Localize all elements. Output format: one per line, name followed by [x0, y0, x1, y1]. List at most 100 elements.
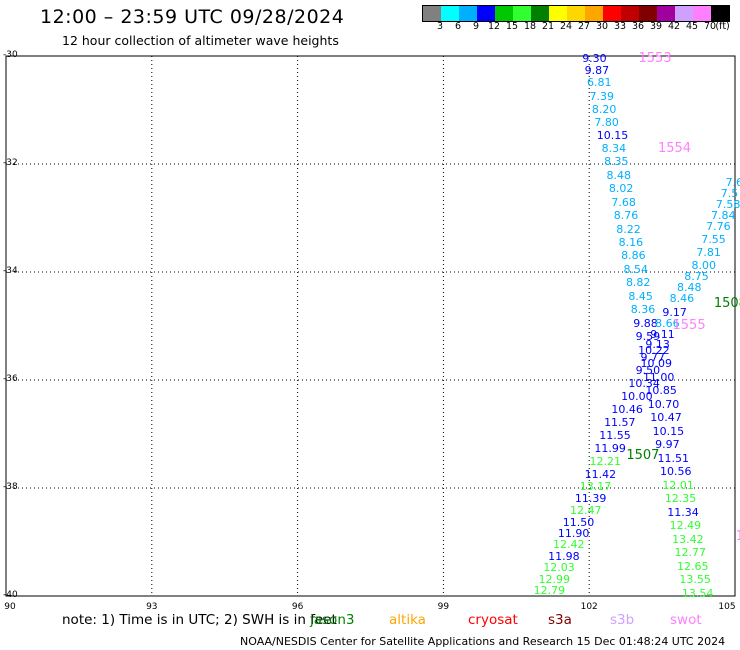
longitude-label: 93	[146, 602, 158, 612]
wave-height-value: 12.77	[674, 545, 707, 559]
wave-height-value: 9.13	[645, 338, 670, 352]
wave-height-value: 10.70	[647, 397, 680, 411]
footer-note: note: 1) Time is in UTC; 2) SWH is in fe…	[62, 612, 337, 628]
wave-height-value: 11.90	[557, 527, 590, 541]
scale-swatch	[423, 6, 441, 21]
scale-label: 30	[595, 21, 609, 32]
color-scale-bar	[422, 5, 730, 22]
wave-height-value: 12.21	[589, 455, 621, 469]
wave-height-value: 8.46	[669, 292, 695, 305]
satellite-s3b: s3b	[610, 612, 635, 628]
wave-height-value: 11.98	[548, 550, 580, 564]
wave-height-value: 10.46	[611, 403, 643, 417]
wave-height-value: 9.87	[584, 64, 610, 78]
wave-height-value: 10.85	[645, 383, 677, 397]
wave-height-value: 13.17	[579, 479, 612, 493]
wave-height-value: 13.55	[679, 572, 711, 586]
scale-swatch	[567, 6, 585, 21]
scale-label: 3	[436, 21, 444, 32]
scale-swatch	[621, 6, 639, 21]
wave-height-value: 11.99	[594, 442, 626, 456]
scale-swatch	[477, 6, 495, 21]
scale-swatch	[531, 6, 549, 21]
wave-height-value: 10.47	[650, 410, 682, 424]
pass-number: 1554	[657, 140, 692, 156]
wave-height-value: 12.65	[676, 559, 709, 573]
scale-swatch	[549, 6, 567, 21]
scale-swatch	[603, 6, 621, 21]
wave-height-value: 7.55	[701, 232, 726, 246]
wave-height-value: 8.76	[613, 208, 639, 222]
wave-height-value: 12.01	[662, 478, 694, 492]
pass-number: 1553	[638, 50, 672, 66]
wave-height-value: 11.42	[584, 468, 617, 482]
wave-height-value: 9.17	[662, 306, 687, 320]
wave-height-value: 8.35	[604, 154, 629, 168]
wave-height-value: 8.86	[621, 248, 646, 262]
wave-height-value: 11.55	[599, 429, 631, 443]
wave-height-value: 6.81	[587, 76, 612, 89]
wave-height-value: 11.00	[642, 370, 675, 384]
wave-height-value: 7.39	[589, 90, 614, 104]
wave-height-value: 10.00	[621, 390, 653, 404]
latitude-label: -30	[3, 50, 18, 60]
scale-swatch	[513, 6, 531, 21]
pass-number: 1	[735, 528, 740, 544]
latitude-label: -32	[3, 158, 18, 168]
longitude-label: 102	[580, 602, 598, 612]
scale-label: 70	[703, 21, 717, 32]
scale-label: 12	[487, 21, 501, 32]
wave-height-value: 11.39	[574, 491, 607, 505]
latitude-label: -36	[3, 374, 18, 384]
longitude-label: 90	[4, 602, 16, 612]
scale-swatch	[495, 6, 513, 21]
wave-height-value: 12.35	[664, 491, 697, 505]
wave-height-value: 8.75	[684, 270, 709, 284]
wave-height-value: 8.48	[676, 281, 702, 295]
wave-height-value: 8.00	[691, 258, 717, 272]
scale-label: 39	[649, 21, 663, 32]
wave-height-value: 10.34	[628, 377, 660, 391]
color-scale-labels: 3 6 9 12 15 18 21 24 27 30 33 36 39 42 45 70 (ft)	[422, 21, 730, 33]
wave-height-value: 10.09	[640, 356, 673, 370]
longitude-label: 99	[437, 602, 450, 612]
wave-height-value: 12.47	[570, 503, 602, 517]
scale-label: 9	[472, 21, 480, 32]
longitude-label: 105	[718, 602, 736, 612]
wave-height-value: 9.11	[650, 327, 675, 341]
scale-swatch	[711, 6, 729, 21]
wave-height-value: 7.80	[594, 115, 619, 129]
page-title: 12:00 – 23:59 UTC 09/28/2024	[40, 6, 345, 28]
scale-swatch	[441, 6, 459, 21]
satellite-s3a: s3a	[548, 612, 572, 628]
wave-height-value: 9.50	[635, 364, 661, 378]
wave-height-value: 8.02	[608, 181, 634, 195]
wave-height-value: 8.48	[606, 168, 632, 182]
wave-height-value: 7.5	[720, 187, 739, 201]
scale-swatch	[459, 6, 477, 21]
wave-height-value: 12.79	[533, 583, 566, 597]
wave-height-value: 9.88	[633, 316, 658, 330]
wave-height-value: 7.84	[710, 208, 736, 222]
scale-label: 18	[523, 21, 537, 32]
wave-height-value: 7.76	[706, 219, 731, 233]
wave-height-value: 8.82	[625, 275, 651, 289]
wave-height-value: 11.50	[562, 515, 595, 529]
scale-label: 27	[577, 21, 591, 32]
scale-label: 45	[685, 21, 699, 32]
longitude-label: 96	[291, 602, 304, 612]
satellite-jason3: jason3	[310, 612, 355, 628]
latitude-label: -40	[3, 590, 18, 600]
scale-swatch	[585, 6, 603, 21]
satellite-cryosat: cryosat	[468, 612, 518, 628]
wave-height-value: 7.68	[611, 195, 636, 209]
wave-height-value: 12.49	[669, 518, 702, 532]
scale-label: 36	[631, 21, 645, 32]
wave-height-value: 9.97	[655, 437, 680, 451]
wave-height-value: 11.34	[667, 505, 699, 519]
wave-height-value: 10.15	[596, 128, 629, 142]
wave-height-value: 13.54	[681, 586, 714, 600]
latitude-label: -38	[3, 482, 18, 492]
scale-swatch	[675, 6, 693, 21]
